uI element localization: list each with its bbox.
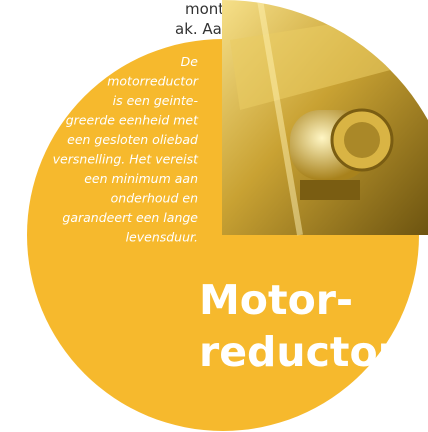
quote-line: motorreductor bbox=[107, 74, 199, 89]
quote-line: De bbox=[181, 54, 199, 69]
quote-line: een minimum aan bbox=[84, 171, 198, 186]
page: {"background_text": {"lines": ["monteerd… bbox=[0, 0, 428, 432]
quote-line: greerde eenheid met bbox=[66, 113, 199, 128]
heading-line: reductor: bbox=[199, 328, 414, 376]
photo bbox=[222, 0, 428, 235]
quote-line: is een geinte- bbox=[113, 93, 199, 108]
heading-line: Motor- bbox=[199, 276, 353, 324]
quote-line: garandeert een lange bbox=[62, 210, 198, 225]
quote-line: versnelling. Het vereist bbox=[53, 152, 199, 167]
quote-line: levensduur. bbox=[126, 230, 198, 245]
scene: monteerdak. Aan.dr Demotorreductoris een… bbox=[0, 0, 428, 432]
quote-line: een gesloten oliebad bbox=[67, 132, 198, 147]
quote-line: onderhoud en bbox=[111, 191, 198, 206]
